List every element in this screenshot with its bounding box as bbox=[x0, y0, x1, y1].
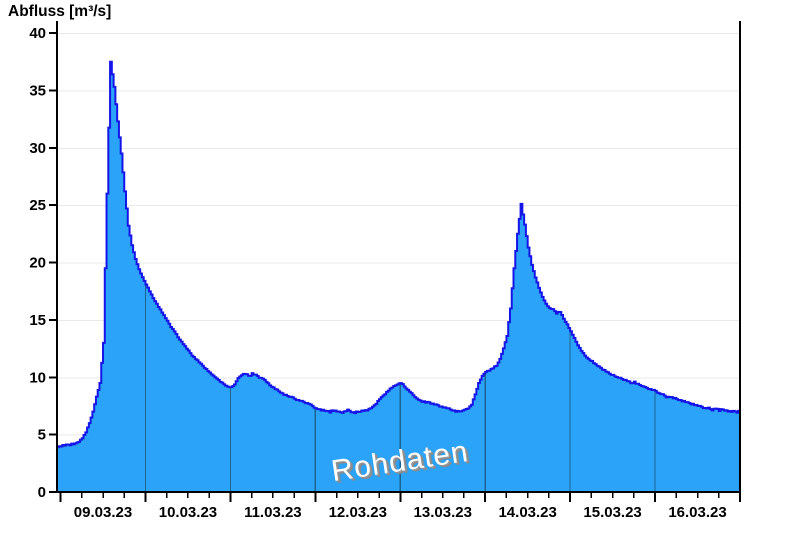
x-tick-label: 10.03.23 bbox=[159, 504, 217, 521]
y-tick-label: 40 bbox=[29, 25, 46, 42]
discharge-line bbox=[57, 60, 741, 449]
x-tick-label: 16.03.23 bbox=[668, 504, 726, 521]
axes bbox=[49, 21, 741, 502]
x-tick-label: 15.03.23 bbox=[583, 504, 641, 521]
y-tick-label: 15 bbox=[29, 312, 46, 329]
x-tick-label: 14.03.23 bbox=[498, 504, 556, 521]
x-tick-label: 12.03.23 bbox=[329, 504, 387, 521]
x-tick-label: 09.03.23 bbox=[74, 504, 132, 521]
y-tick-label: 10 bbox=[29, 369, 46, 386]
y-tick-label: 25 bbox=[29, 197, 46, 214]
y-tick-label: 20 bbox=[29, 255, 46, 272]
chart-title: Abfluss [m³/s] bbox=[8, 3, 112, 20]
y-tick-label: 30 bbox=[29, 140, 46, 157]
x-tick-label: 11.03.23 bbox=[244, 504, 302, 521]
y-tick-label: 35 bbox=[29, 82, 46, 99]
discharge-area bbox=[57, 61, 740, 492]
y-tick-label: 5 bbox=[38, 427, 46, 444]
x-tick-label: 13.03.23 bbox=[414, 504, 472, 521]
y-tick-label: 0 bbox=[38, 484, 46, 501]
